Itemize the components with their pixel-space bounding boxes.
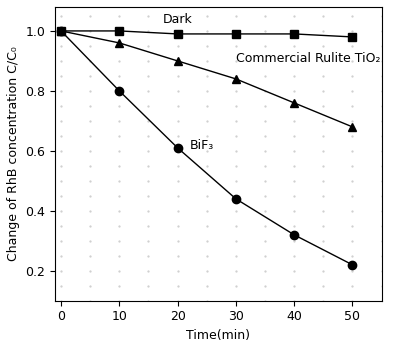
Text: Commercial Rulite TiO₂: Commercial Rulite TiO₂ [236,52,381,65]
Text: BiF₃: BiF₃ [189,139,213,153]
Y-axis label: Change of RhB concentration C/C₀: Change of RhB concentration C/C₀ [7,46,20,261]
X-axis label: Time(min): Time(min) [187,329,250,342]
Text: Dark: Dark [163,13,192,27]
